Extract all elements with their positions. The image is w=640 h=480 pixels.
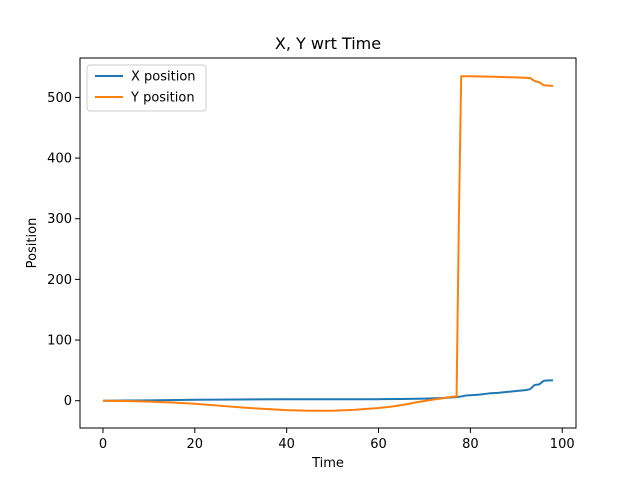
y-tick-label: 0 [64, 394, 72, 409]
x-tick-label: 80 [462, 437, 479, 452]
x-tick-label: 0 [99, 437, 107, 452]
x-tick-label: 60 [370, 437, 387, 452]
legend: X position Y position [86, 64, 207, 112]
y-ticks: 0 100 200 300 400 500 [47, 91, 80, 409]
legend-label-x-position: X position [131, 70, 196, 85]
x-tick-label: 100 [550, 437, 575, 452]
series-layer [102, 75, 554, 412]
y-axis-label: Position [25, 218, 40, 269]
legend-label-y-position: Y position [130, 91, 195, 106]
x-ticks: 0 20 40 60 80 100 [99, 428, 575, 452]
y-tick-label: 400 [47, 152, 72, 167]
series-line-y-position [102, 75, 554, 412]
y-tick-label: 300 [47, 212, 72, 227]
y-tick-label: 500 [47, 91, 72, 106]
plot-area [80, 58, 576, 428]
plot-frame [79, 57, 577, 429]
x-tick-label: 40 [278, 437, 295, 452]
y-tick-label: 100 [47, 334, 72, 349]
chart-title: X, Y wrt Time [275, 34, 381, 53]
x-tick-label: 20 [187, 437, 204, 452]
y-tick-label: 200 [47, 273, 72, 288]
x-axis-label: Time [311, 456, 344, 471]
series-line-x-position [102, 379, 554, 402]
